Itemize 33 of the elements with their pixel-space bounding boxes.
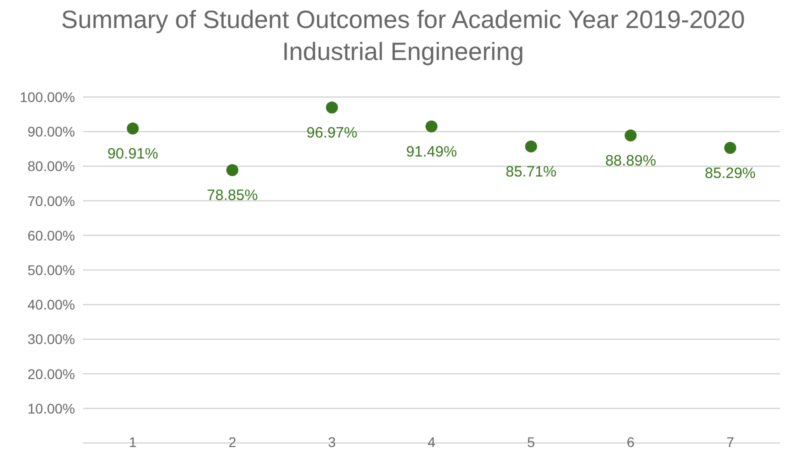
- x-tick-label: 6: [626, 434, 635, 450]
- point: [226, 164, 238, 176]
- y-tick-label: 40.00%: [28, 296, 75, 313]
- y-tick-label: 90.00%: [28, 124, 75, 140]
- data-label: 91.49%: [406, 143, 457, 160]
- data-label: 88.89%: [605, 152, 656, 170]
- point: [126, 122, 139, 134]
- y-tick-label: 80.00%: [28, 158, 75, 174]
- y-tick-label: 70.00%: [28, 192, 75, 209]
- x-tick-label: 5: [527, 434, 536, 450]
- x-tick-label: 3: [328, 434, 336, 450]
- x-tick-label: 7: [726, 434, 734, 450]
- point: [326, 101, 338, 114]
- data-label: 85.29%: [704, 164, 756, 182]
- point: [525, 140, 538, 152]
- point: [624, 129, 637, 142]
- data-label: 85.71%: [506, 163, 557, 180]
- y-tick-label: 100.00%: [20, 88, 75, 105]
- data-label: 96.97%: [306, 124, 358, 142]
- data-label: 90.91%: [107, 145, 158, 162]
- y-tick-label: 60.00%: [28, 227, 75, 244]
- y-tick-label: 50.00%: [28, 262, 75, 278]
- x-tick-label: 1: [128, 434, 137, 450]
- x-tick-label: 4: [428, 434, 436, 450]
- chart-subtitle: Industrial Engineering: [281, 37, 525, 68]
- point: [426, 120, 438, 132]
- data-label: 78.85%: [206, 187, 258, 204]
- y-tick-label: 30.00%: [28, 331, 75, 348]
- y-tick-label: 10.00%: [28, 400, 75, 416]
- y-tick-label: 20.00%: [28, 366, 75, 382]
- point: [724, 142, 736, 154]
- x-tick-label: 2: [228, 434, 236, 450]
- chart-title: Summary of Student Outcomes for Academic Year 2019-2020: [60, 5, 746, 36]
